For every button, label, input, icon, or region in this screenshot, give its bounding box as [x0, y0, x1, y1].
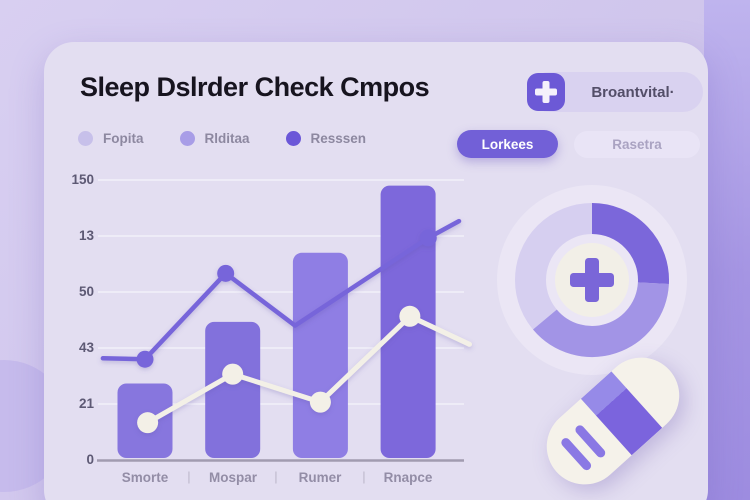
medical-cross-icon [585, 258, 599, 302]
purple-line [100, 218, 462, 368]
cream-line-point[interactable] [137, 412, 159, 434]
y-tick-label: 43 [78, 340, 94, 355]
legend-dot-icon [285, 131, 301, 146]
legend-label: Resssen [310, 131, 367, 146]
legend-item-1[interactable]: Fopita [78, 131, 144, 146]
donut-light-segment[interactable] [533, 281, 669, 357]
y-tick-label: 150 [71, 172, 94, 187]
legend-dot-icon [78, 131, 93, 146]
legend-label: Rlditaa [204, 131, 250, 146]
medical-cross-icon [527, 73, 565, 111]
primary-action-button[interactable]: Lorkees [457, 130, 558, 158]
x-axis-label: Smorte [121, 470, 169, 485]
x-axis-separator: | [362, 469, 366, 484]
brand-badge: Broantvital· [527, 71, 703, 112]
brand-label: Broantvital· [591, 83, 675, 101]
x-axis-label: Rumer [298, 470, 342, 485]
secondary-action-button[interactable]: Rasetra [574, 131, 700, 158]
purple-line-point[interactable] [136, 350, 154, 368]
bar-rumer[interactable] [292, 252, 348, 458]
legend-label: Fopita [103, 131, 144, 146]
y-tick-label: 50 [78, 284, 94, 299]
purple-line-point[interactable] [419, 229, 437, 247]
legend-item-3[interactable]: Resssen [285, 131, 367, 146]
x-axis-separator: | [187, 469, 191, 484]
donut-gauge-chart [515, 203, 669, 357]
legend-item-2[interactable]: Rlditaa [179, 131, 250, 146]
page-title: Sleep Dslrder Check Cmpos [80, 72, 430, 102]
chart-legend: Fopita Rlditaa Resssen [78, 131, 366, 146]
y-tick-label: 13 [78, 228, 94, 243]
combo-bar-line-chart [97, 179, 472, 462]
donut-dark-segment[interactable] [591, 203, 669, 285]
cream-line [137, 305, 472, 434]
x-axis-separator: | [274, 469, 278, 484]
x-axis-label: Mospar [208, 470, 257, 485]
legend-dot-icon [179, 131, 195, 146]
right-background-panel [704, 0, 750, 500]
x-axis-label: Rnapce [383, 470, 433, 485]
purple-line-point[interactable] [217, 264, 235, 282]
cream-line-point[interactable] [309, 391, 331, 413]
cream-line-point[interactable] [222, 363, 244, 385]
y-tick-label: 21 [78, 396, 94, 411]
cream-line-point[interactable] [399, 305, 421, 327]
bar-mospar[interactable] [205, 321, 261, 458]
y-tick-label: 0 [86, 452, 94, 467]
